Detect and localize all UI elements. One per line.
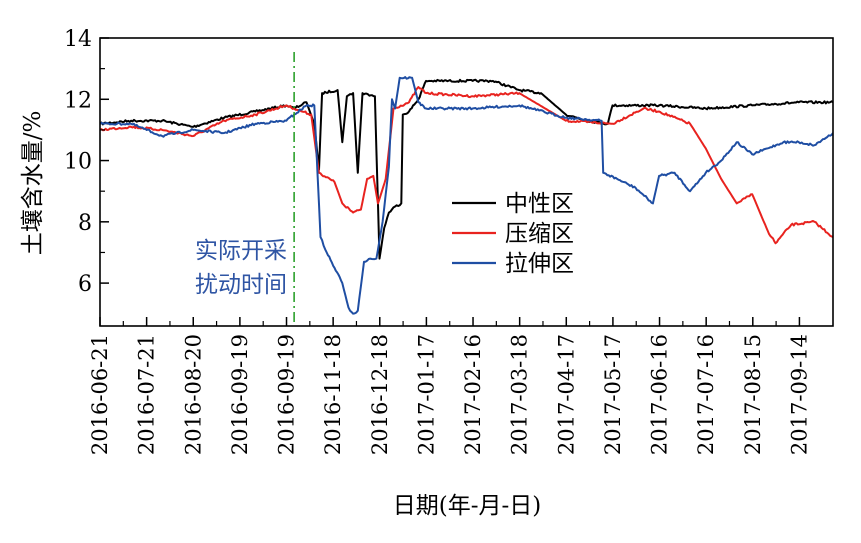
x-tick-label: 2016-07-21 [135, 334, 159, 455]
x-tick-label: 2017-03-18 [508, 334, 532, 455]
annotation-line: 扰动时间 [195, 272, 287, 298]
y-tick-label: 12 [64, 88, 92, 113]
y-tick-label: 6 [78, 272, 92, 297]
x-tick-label: 2016-12-18 [368, 334, 392, 455]
x-tick-label: 2017-01-17 [414, 334, 438, 455]
y-axis-label: 土壤含水量/% [20, 111, 46, 256]
x-tick-label: 2017-07-16 [694, 334, 718, 455]
y-tick-label: 14 [64, 27, 92, 52]
plot-frame [99, 37, 834, 327]
x-tick-label: 2016-09-19 [275, 334, 299, 455]
annotation-line: 实际开采 [195, 238, 287, 264]
series-line-3 [100, 76, 833, 315]
series-line-1 [100, 78, 833, 260]
x-tick-label: 2017-04-17 [554, 334, 578, 455]
x-tick-label: 2017-06-16 [648, 334, 672, 455]
x-tick-label: 2017-02-16 [461, 334, 485, 455]
x-axis-label: 日期(年-月-日) [393, 493, 542, 519]
legend-label: 拉伸区 [505, 251, 574, 277]
x-tick-label: 2016-11-18 [321, 334, 345, 455]
x-tick-label: 2016-06-21 [88, 334, 112, 455]
y-tick-label: 10 [64, 150, 92, 175]
x-tick-label: 2016-08-20 [181, 334, 205, 455]
plot-area [100, 52, 833, 326]
series-group [100, 76, 833, 315]
x-tick-label: 2017-05-17 [601, 334, 625, 455]
series-line-2 [100, 86, 833, 245]
x-tick-label: 2017-08-15 [741, 334, 765, 455]
y-tick-label: 8 [78, 211, 92, 236]
axes: 6 8 10 12 14 2016-06-21 2016-07-21 2016-08-20 20… [64, 27, 834, 455]
legend-label: 压缩区 [505, 221, 574, 247]
legend-label: 中性区 [505, 191, 574, 217]
x-tick-label: 2016-09-19 [228, 334, 252, 455]
x-tick-label: 2017-09-14 [787, 334, 811, 455]
